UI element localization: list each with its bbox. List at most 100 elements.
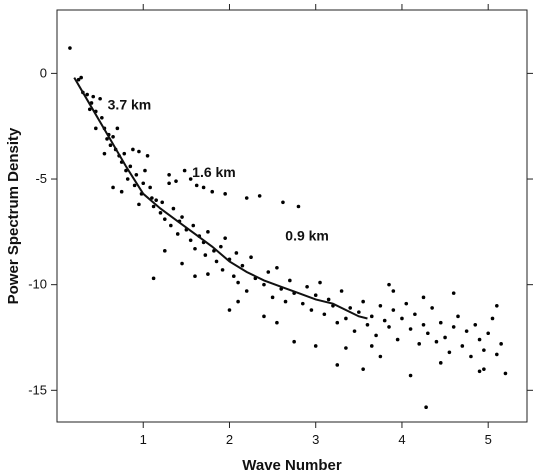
- data-point: [456, 314, 460, 319]
- data-point: [482, 348, 486, 352]
- data-point: [292, 339, 296, 344]
- data-point: [240, 263, 245, 268]
- data-point: [167, 181, 171, 186]
- data-point: [201, 185, 206, 190]
- y-tick-label: -10: [28, 277, 47, 292]
- data-point: [206, 230, 210, 234]
- data-point: [413, 312, 417, 317]
- data-point: [391, 289, 396, 293]
- data-point: [421, 295, 426, 300]
- data-point: [143, 168, 147, 173]
- data-point: [162, 217, 167, 221]
- data-point: [434, 339, 439, 344]
- data-point: [227, 308, 232, 312]
- data-point: [111, 185, 115, 190]
- data-point: [141, 181, 146, 186]
- data-point: [404, 301, 409, 306]
- data-point: [352, 329, 357, 333]
- data-point: [102, 151, 107, 156]
- data-point: [288, 278, 292, 283]
- data-point: [503, 371, 508, 376]
- data-point: [105, 137, 109, 141]
- data-point: [154, 198, 158, 202]
- data-point: [111, 134, 115, 139]
- data-point: [194, 183, 199, 188]
- y-tick-label: 0: [40, 65, 47, 80]
- data-point: [257, 194, 262, 198]
- x-tick-label: 4: [398, 432, 405, 447]
- annotations: 3.7 km 1.6 km 0.9 km: [108, 96, 329, 243]
- annotation-label: 3.7 km: [108, 96, 152, 112]
- y-axis-title: Power Spectrum Density: [5, 127, 22, 304]
- data-point: [132, 183, 137, 188]
- data-point: [148, 185, 152, 190]
- data-point: [125, 177, 130, 181]
- data-point: [313, 344, 318, 348]
- data-point: [335, 320, 340, 325]
- data-point: [281, 200, 285, 205]
- data-point: [262, 282, 266, 287]
- data-point: [91, 94, 96, 99]
- data-point: [220, 268, 225, 272]
- data-point: [443, 335, 447, 340]
- data-point: [275, 265, 279, 270]
- data-point: [365, 323, 370, 327]
- data-point: [262, 314, 266, 319]
- data-point: [98, 96, 102, 101]
- data-point: [309, 308, 314, 312]
- data-point: [378, 354, 383, 359]
- data-point: [124, 168, 128, 173]
- data-point: [219, 244, 223, 249]
- x-tick-label: 5: [485, 432, 492, 447]
- data-point: [151, 276, 156, 281]
- data-point: [451, 291, 456, 295]
- data-point: [378, 303, 383, 308]
- data-point: [335, 363, 340, 367]
- data-point: [188, 238, 193, 243]
- data-point: [180, 215, 184, 219]
- data-point: [495, 303, 499, 308]
- data-point: [424, 405, 428, 410]
- data-point: [477, 337, 482, 342]
- data-point: [486, 331, 490, 336]
- data-point: [447, 350, 452, 355]
- data-point: [438, 361, 443, 365]
- data-point: [85, 92, 89, 97]
- data-point: [115, 126, 120, 131]
- data-point: [477, 369, 482, 374]
- data-point: [188, 177, 193, 181]
- data-point: [339, 289, 344, 293]
- data-point: [68, 46, 72, 50]
- data-point: [322, 312, 327, 317]
- data-point: [499, 342, 503, 346]
- data-point: [490, 316, 495, 321]
- data-point: [391, 308, 396, 312]
- data-point: [174, 179, 178, 183]
- data-point: [203, 253, 208, 257]
- data-point: [395, 337, 400, 342]
- data-point: [361, 367, 365, 371]
- data-point: [223, 192, 227, 196]
- x-tick-label: 2: [226, 432, 233, 447]
- data-point: [236, 299, 240, 304]
- data-point: [244, 196, 249, 200]
- data-point: [180, 261, 184, 266]
- x-axis-title: Wave Number: [242, 457, 342, 474]
- data-point: [473, 323, 478, 327]
- annotation-label: 1.6 km: [192, 164, 236, 180]
- data-point: [408, 373, 413, 378]
- y-tick-label: -5: [35, 171, 47, 186]
- data-point: [266, 270, 271, 274]
- data-point: [193, 274, 197, 279]
- data-point: [361, 299, 365, 304]
- data-point: [369, 314, 374, 319]
- data-point: [193, 246, 197, 251]
- data-point: [182, 168, 187, 173]
- data-point: [300, 301, 305, 306]
- data-point: [236, 280, 240, 285]
- data-point: [160, 200, 165, 205]
- data-point: [191, 223, 196, 228]
- data-point: [131, 147, 135, 152]
- data-point: [270, 295, 275, 300]
- data-point: [151, 204, 156, 209]
